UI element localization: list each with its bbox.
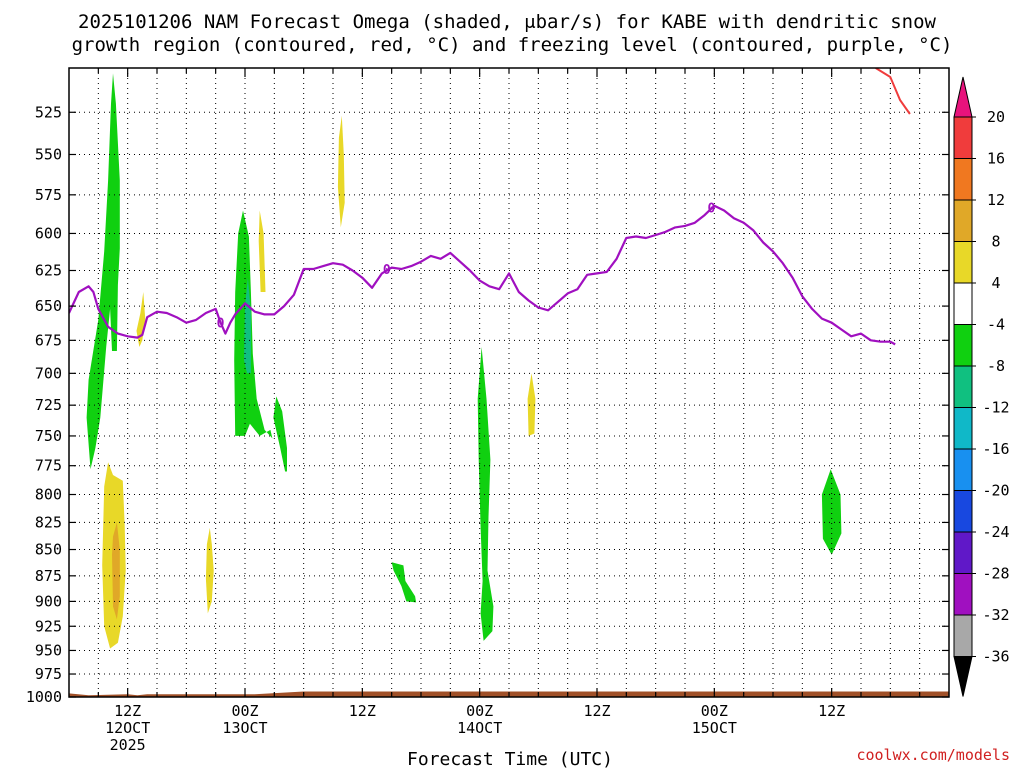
colorbar-label-12: -32 xyxy=(982,606,1009,624)
colorbar-label-1: 16 xyxy=(987,150,1005,168)
colorbar-label-7: -12 xyxy=(982,399,1009,417)
y-tick-label-525: 525 xyxy=(35,103,62,121)
y-tick-label-825: 825 xyxy=(35,513,62,531)
colorbar-segment-2 xyxy=(953,158,973,201)
colorbar-top-arrow xyxy=(953,76,973,118)
omega-region-3 xyxy=(136,292,146,347)
y-tick-label-750: 750 xyxy=(35,427,62,445)
y-tick-label-850: 850 xyxy=(35,541,62,559)
plot-area: 0 0 0 xyxy=(68,67,950,698)
colorbar-segment-10 xyxy=(953,490,973,533)
colorbar-label-11: -28 xyxy=(982,565,1009,583)
freezing-level-label-1: 0 xyxy=(383,263,391,278)
y-tick-label-950: 950 xyxy=(35,641,62,659)
freezing-level-label-0: 0 xyxy=(217,317,225,332)
x-tick-label-0-2: 2025 xyxy=(110,736,146,754)
y-tick-label-1000: 1000 xyxy=(26,688,62,706)
credit-text: coolwx.com/models xyxy=(856,746,1010,764)
colorbar-label-8: -16 xyxy=(982,440,1009,458)
colorbar-segment-11 xyxy=(953,531,973,574)
y-tick-label-900: 900 xyxy=(35,592,62,610)
x-tick-label-0-1: 12OCT xyxy=(105,719,150,737)
x-tick-label-24-0: 12Z xyxy=(349,702,376,720)
omega-region-7 xyxy=(258,210,266,292)
colorbar-label-4: 4 xyxy=(991,274,1000,292)
omega-region-0 xyxy=(86,73,120,470)
y-tick-label-650: 650 xyxy=(35,297,62,315)
y-tick-label-675: 675 xyxy=(35,331,62,349)
colorbar-label-3: 8 xyxy=(991,233,1000,251)
colorbar-label-5: -4 xyxy=(987,316,1005,334)
y-tick-label-625: 625 xyxy=(35,261,62,279)
colorbar-label-0: 20 xyxy=(987,108,1005,126)
y-tick-label-600: 600 xyxy=(35,224,62,242)
y-tick-label-975: 975 xyxy=(35,665,62,683)
colorbar-segment-7 xyxy=(953,365,973,408)
freezing-level-label-2: 0 xyxy=(707,201,715,216)
x-tick-label-60-1: 15OCT xyxy=(692,719,737,737)
omega-region-12 xyxy=(527,373,536,436)
x-tick-label-48-0: 12Z xyxy=(583,702,610,720)
dgz-contour xyxy=(875,68,911,115)
colorbar-label-9: -20 xyxy=(982,482,1009,500)
x-tick-label-12-0: 00Z xyxy=(231,702,258,720)
title-line-1: 2025101206 NAM Forecast Omega (shaded, μ… xyxy=(78,11,936,33)
y-tick-label-775: 775 xyxy=(35,457,62,475)
omega-region-8 xyxy=(273,396,287,472)
x-tick-label-12-1: 13OCT xyxy=(222,719,267,737)
x-tick-label-72-0: 12Z xyxy=(818,702,845,720)
omega-region-2 xyxy=(112,522,120,620)
colorbar-segment-1 xyxy=(953,116,973,159)
colorbar-segment-8 xyxy=(953,407,973,450)
colorbar-label-2: 12 xyxy=(987,191,1005,209)
y-tick-label-725: 725 xyxy=(35,396,62,414)
colorbar-segment-5 xyxy=(953,282,973,325)
y-tick-label-925: 925 xyxy=(35,617,62,635)
x-tick-label-36-1: 14OCT xyxy=(457,719,502,737)
freezing-level-line xyxy=(69,204,896,346)
colorbar-segment-4 xyxy=(953,241,973,284)
plot-frame xyxy=(68,67,950,698)
colorbar-bottom-arrow xyxy=(953,656,973,697)
plot-inner: 0 0 0 xyxy=(69,68,949,697)
y-tick-label-700: 700 xyxy=(35,364,62,382)
y-axis: 525 550 575 600 625 650 675 700 725 750 775 800 825 8… xyxy=(26,103,949,706)
colorbar-segment-13 xyxy=(953,614,973,657)
colorbar-segment-3 xyxy=(953,199,973,242)
omega-region-11 xyxy=(477,347,494,641)
colorbar-label-10: -24 xyxy=(982,523,1009,541)
omega-region-6 xyxy=(244,277,251,374)
y-tick-label-875: 875 xyxy=(35,567,62,585)
chart-title: 2025101206 NAM Forecast Omega (shaded, μ… xyxy=(72,11,953,56)
colorbar-segment-12 xyxy=(953,573,973,616)
x-tick-label-60-0: 00Z xyxy=(701,702,728,720)
title-line-2: growth region (contoured, red, °C) and f… xyxy=(72,34,953,56)
colorbar: 20 16 12 8 4 -4 -8 -12 -16 -20 -24 -28 -32 -36 xyxy=(953,76,1010,697)
y-tick-label-575: 575 xyxy=(35,186,62,204)
colorbar-segment-6 xyxy=(953,324,973,367)
omega-region-9 xyxy=(337,115,345,228)
colorbar-label-6: -8 xyxy=(987,357,1005,375)
x-tick-label-36-0: 00Z xyxy=(466,702,493,720)
omega-region-10 xyxy=(391,562,417,603)
colorbar-segment-9 xyxy=(953,448,973,491)
colorbar-label-13: -36 xyxy=(982,648,1009,666)
omega-region-5 xyxy=(234,210,273,439)
y-tick-label-800: 800 xyxy=(35,486,62,504)
omega-region-4 xyxy=(205,527,214,614)
x-axis-label: Forecast Time (UTC) xyxy=(407,749,613,768)
omega-region-13 xyxy=(821,469,842,555)
x-tick-label-0-0: 12Z xyxy=(114,702,141,720)
y-tick-label-550: 550 xyxy=(35,145,62,163)
